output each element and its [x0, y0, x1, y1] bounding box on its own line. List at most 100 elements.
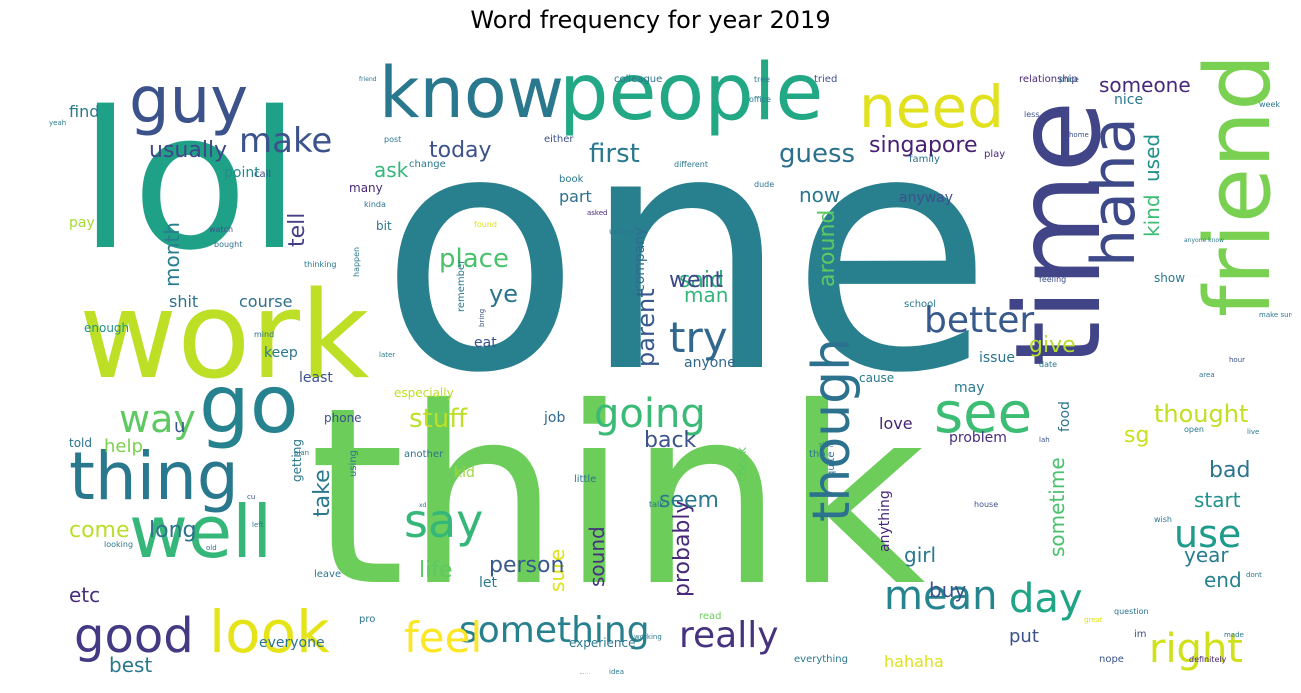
word-man: man [684, 283, 728, 307]
word-haha: haha [1079, 117, 1149, 267]
word-thing: thing [69, 438, 239, 515]
word-course: course [239, 292, 292, 311]
word-need: need [859, 73, 1004, 141]
word-office: office [749, 95, 771, 104]
word-quite: quite [826, 451, 837, 477]
word-cause: cause [859, 371, 894, 385]
word-anyone-know: anyone know [1184, 237, 1224, 244]
word-tho: tho [809, 449, 825, 460]
word-part: part [559, 187, 592, 206]
word-end: end [1204, 568, 1242, 592]
word-pay: pay [69, 215, 95, 231]
word-let: let [479, 575, 498, 591]
word-kid: kid [454, 465, 475, 481]
word-everything: everything [794, 654, 848, 665]
word-feeling: feeling [1039, 275, 1066, 284]
word-anything: anything [877, 490, 893, 552]
word-back: back [644, 428, 697, 453]
word-life: life [419, 558, 453, 583]
word-start: start [1194, 488, 1241, 512]
word-hour: hour [1229, 356, 1245, 364]
word-old: old [206, 544, 217, 552]
word-month: month [160, 222, 184, 287]
word-time: time [989, 100, 1127, 367]
word-dont: dont [1246, 571, 1262, 579]
word-better: better [924, 300, 1034, 341]
word-first: first [589, 139, 640, 169]
word-point: point [224, 165, 260, 181]
word-nope: nope [1099, 654, 1124, 665]
word-though: though [802, 338, 862, 522]
word-colleague: colleague [614, 74, 662, 85]
word-plan: plan [294, 449, 309, 457]
word-person: person [489, 553, 564, 578]
word-using: using [348, 450, 359, 477]
word-many: many [349, 181, 383, 195]
word-either: either [544, 134, 574, 145]
word-problem: problem [949, 430, 1007, 446]
word-sound: sound [585, 526, 609, 587]
word-wish: wish [1154, 515, 1172, 524]
word-unless: unless [609, 227, 635, 236]
word-think: think [309, 355, 926, 640]
word-play: play [984, 149, 1005, 160]
word-dude: dude [754, 180, 774, 189]
word-well: well [129, 490, 272, 574]
word-told: told [69, 436, 92, 450]
word-said: said [679, 268, 724, 293]
word-open: open [1184, 425, 1204, 434]
word-thought: thought [1154, 400, 1248, 428]
word-mean: mean [884, 573, 997, 619]
word-u: u [174, 416, 185, 437]
word-guess: guess [779, 139, 855, 169]
chart-title: Word frequency for year 2019 [470, 6, 831, 34]
word-buy: buy [929, 578, 966, 602]
word-remember: remember [456, 259, 467, 312]
word-hahaha: hahaha [884, 652, 944, 671]
word-especially: especially [394, 386, 454, 400]
word-nice: nice [1114, 92, 1143, 108]
word-go: go [199, 358, 299, 451]
word-bit: bit [376, 219, 392, 233]
word-around: around [815, 210, 840, 287]
word-today: today [429, 138, 492, 163]
word-family: family [909, 154, 940, 165]
word-right: right [1149, 626, 1243, 672]
word-question: question [1114, 607, 1149, 616]
word-guy: guy [129, 64, 248, 138]
word-phone: phone [324, 411, 362, 425]
word-sg: sg [1124, 423, 1149, 448]
word-put: put [1009, 626, 1039, 647]
word-different: different [674, 160, 708, 169]
word-ye: ye [489, 280, 518, 308]
word-tried: tried [814, 74, 837, 85]
word-long: long [149, 518, 196, 543]
word-year: year [1184, 543, 1229, 567]
word-one: one [379, 61, 993, 445]
word-found: found [474, 220, 497, 229]
word-way: way [119, 397, 196, 441]
word-best: best [109, 653, 152, 674]
word-tree: tree [754, 75, 770, 84]
word-school: school [904, 299, 936, 310]
word-work: work [79, 267, 370, 406]
word-anyone: anyone [684, 355, 736, 371]
word-im: im [1134, 629, 1147, 640]
word-issue: issue [979, 350, 1015, 366]
word-probably: probably [670, 500, 695, 597]
word-singapore: singapore [869, 133, 978, 158]
word-watch: watch [209, 225, 233, 234]
word-little: little [574, 474, 596, 485]
word-working: working [634, 633, 662, 641]
word-find: find [69, 102, 99, 121]
word-live: live [1247, 428, 1259, 436]
word-week: week [1259, 100, 1280, 109]
word-girl: girl [904, 543, 936, 567]
word-someone: someone [1099, 73, 1191, 97]
word-experience: experience [569, 636, 636, 650]
word-made: made [1224, 631, 1244, 639]
word-talk: talk [649, 500, 664, 509]
word-thinking: thinking [304, 260, 337, 269]
